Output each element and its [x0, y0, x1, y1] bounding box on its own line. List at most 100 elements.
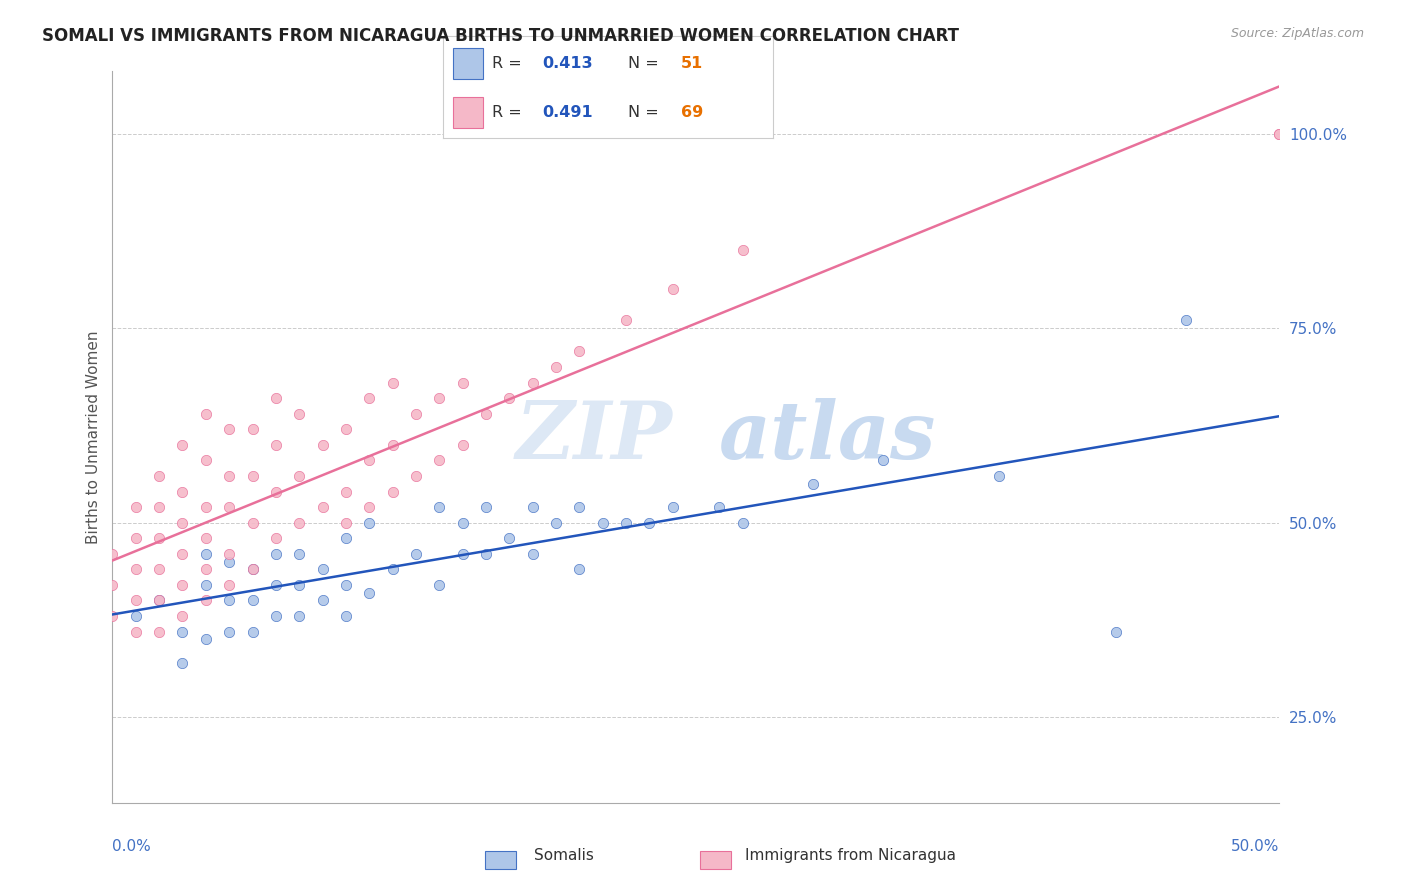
- Text: 0.491: 0.491: [543, 105, 593, 120]
- Point: [242, 593, 264, 607]
- Point: [194, 632, 217, 647]
- Point: [498, 391, 520, 405]
- Point: [544, 516, 567, 530]
- Point: [359, 391, 381, 405]
- Point: [1268, 127, 1291, 141]
- Point: [709, 500, 731, 515]
- Point: [311, 500, 333, 515]
- Point: [801, 476, 824, 491]
- Point: [194, 593, 217, 607]
- Point: [242, 516, 264, 530]
- Point: [872, 453, 894, 467]
- Point: [359, 453, 381, 467]
- Point: [148, 531, 170, 545]
- Point: [288, 609, 311, 624]
- Text: Source: ZipAtlas.com: Source: ZipAtlas.com: [1230, 27, 1364, 40]
- Point: [148, 593, 170, 607]
- Text: Somalis: Somalis: [534, 848, 595, 863]
- Point: [172, 484, 194, 499]
- Point: [451, 438, 474, 452]
- Point: [148, 624, 170, 639]
- Point: [568, 344, 591, 359]
- Point: [264, 609, 287, 624]
- Point: [405, 547, 427, 561]
- Point: [218, 547, 240, 561]
- Point: [125, 593, 148, 607]
- Point: [522, 376, 544, 390]
- Point: [568, 500, 591, 515]
- Point: [218, 469, 240, 483]
- Point: [218, 578, 240, 592]
- Point: [148, 500, 170, 515]
- Text: 51: 51: [681, 56, 703, 70]
- Point: [451, 516, 474, 530]
- Point: [661, 500, 683, 515]
- Point: [218, 555, 240, 569]
- Point: [1175, 313, 1198, 327]
- Y-axis label: Births to Unmarried Women: Births to Unmarried Women: [86, 330, 101, 544]
- Text: ZIP: ZIP: [516, 399, 672, 475]
- Point: [381, 376, 404, 390]
- Point: [194, 407, 217, 421]
- Point: [218, 593, 240, 607]
- Point: [381, 562, 404, 576]
- Text: 69: 69: [681, 105, 703, 120]
- Point: [264, 547, 287, 561]
- Point: [264, 578, 287, 592]
- Point: [288, 469, 311, 483]
- Point: [125, 500, 148, 515]
- Point: [194, 453, 217, 467]
- Point: [242, 422, 264, 436]
- Point: [335, 609, 357, 624]
- Point: [194, 500, 217, 515]
- Text: R =: R =: [492, 105, 527, 120]
- Point: [172, 438, 194, 452]
- Point: [264, 438, 287, 452]
- Point: [194, 531, 217, 545]
- Text: SOMALI VS IMMIGRANTS FROM NICARAGUA BIRTHS TO UNMARRIED WOMEN CORRELATION CHART: SOMALI VS IMMIGRANTS FROM NICARAGUA BIRT…: [42, 27, 959, 45]
- Point: [592, 516, 614, 530]
- Point: [148, 562, 170, 576]
- Point: [311, 593, 333, 607]
- Point: [172, 578, 194, 592]
- Point: [148, 469, 170, 483]
- Point: [194, 547, 217, 561]
- Point: [475, 500, 498, 515]
- Point: [194, 562, 217, 576]
- Point: [335, 422, 357, 436]
- Point: [638, 516, 661, 530]
- Point: [172, 609, 194, 624]
- Point: [311, 438, 333, 452]
- Text: 50.0%: 50.0%: [1232, 839, 1279, 855]
- Point: [288, 407, 311, 421]
- Point: [101, 578, 124, 592]
- Point: [988, 469, 1011, 483]
- Point: [475, 407, 498, 421]
- Point: [218, 422, 240, 436]
- Point: [172, 656, 194, 670]
- Point: [335, 516, 357, 530]
- Text: atlas: atlas: [720, 399, 936, 475]
- Point: [614, 516, 637, 530]
- Point: [614, 313, 637, 327]
- Point: [451, 376, 474, 390]
- Point: [311, 562, 333, 576]
- Point: [148, 593, 170, 607]
- Point: [381, 484, 404, 499]
- Text: R =: R =: [492, 56, 527, 70]
- Point: [475, 547, 498, 561]
- Point: [288, 578, 311, 592]
- Point: [427, 500, 450, 515]
- Point: [451, 547, 474, 561]
- Point: [661, 282, 683, 296]
- Point: [218, 500, 240, 515]
- Point: [522, 547, 544, 561]
- Point: [101, 609, 124, 624]
- FancyBboxPatch shape: [453, 97, 482, 128]
- Point: [242, 562, 264, 576]
- FancyBboxPatch shape: [453, 48, 482, 78]
- Point: [194, 578, 217, 592]
- Point: [264, 531, 287, 545]
- Point: [381, 438, 404, 452]
- Point: [288, 516, 311, 530]
